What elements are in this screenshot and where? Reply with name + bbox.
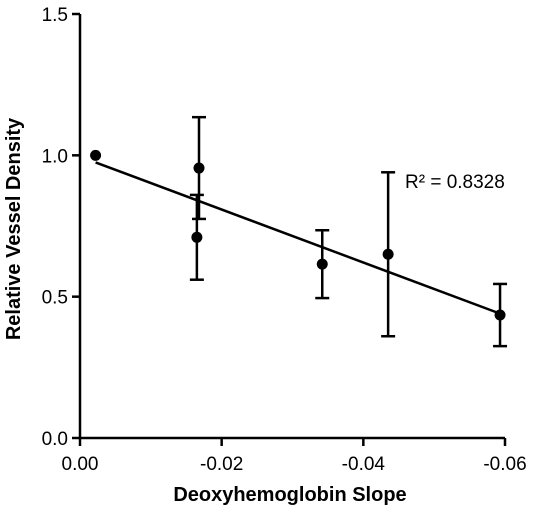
error-bars	[189, 115, 508, 348]
x-axis-title: Deoxyhemoglobin Slope	[173, 484, 406, 506]
x-tick-label: -0.06	[483, 454, 526, 475]
regression-line	[95, 161, 501, 315]
y-axis-title: Relative Vessel Density	[3, 117, 25, 340]
x-tick-label: 0.00	[62, 454, 99, 475]
data-point	[90, 149, 102, 161]
r-squared-annotation: R² = 0.8328	[405, 172, 505, 193]
y-tick-label: 1.5	[42, 5, 68, 26]
y-tick-label: 0.0	[42, 429, 68, 450]
axes	[78, 14, 505, 440]
y-tick-label: 1.0	[42, 146, 68, 167]
data-point	[193, 162, 205, 174]
x-tick-label: -0.04	[342, 454, 386, 475]
y-tick-label: 0.5	[42, 288, 68, 309]
data-point	[382, 248, 394, 260]
data-point	[316, 258, 328, 270]
x-tick-label: -0.02	[200, 454, 243, 475]
data-points	[90, 149, 506, 321]
data-point	[494, 309, 506, 321]
ticks: 0.0 0.5 1.0 1.5 0.00 -0.02 -0.04 -0.06	[42, 5, 527, 475]
data-point	[191, 231, 203, 243]
